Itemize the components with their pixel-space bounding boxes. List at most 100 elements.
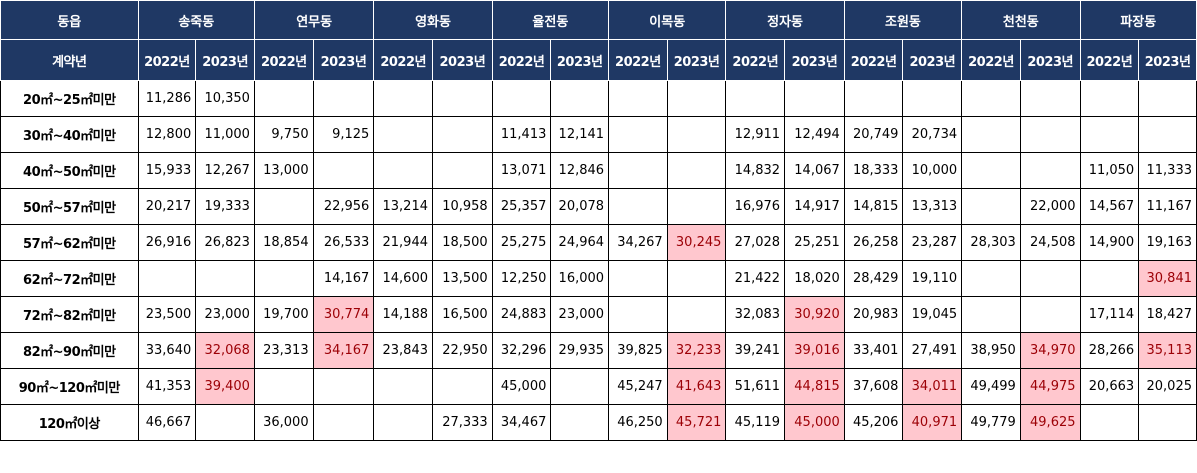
price-cell: 30,774 xyxy=(312,296,375,333)
row-label-cell: 82㎡~90㎡미만 xyxy=(0,332,139,369)
row-label-cell: 30㎡~40㎡미만 xyxy=(0,116,139,153)
price-cell xyxy=(137,260,197,297)
price-cell: 24,508 xyxy=(1019,224,1081,261)
price-cell xyxy=(491,80,552,117)
price-cell: 20,983 xyxy=(843,296,904,333)
price-cell: 29,935 xyxy=(550,332,610,369)
price-cell: 32,083 xyxy=(725,296,786,333)
price-cell: 24,964 xyxy=(550,224,610,261)
price-cell: 27,028 xyxy=(725,224,786,261)
price-cell: 18,854 xyxy=(253,224,314,261)
price-cell: 16,500 xyxy=(432,296,493,333)
price-cell xyxy=(666,260,727,297)
price-cell xyxy=(666,80,727,117)
price-cell: 30,920 xyxy=(784,296,845,333)
table-row: 72㎡~82㎡미만 23,500 23,000 19,700 30,774 14,188 1… xyxy=(0,296,1197,333)
price-cell: 28,303 xyxy=(961,224,1021,261)
price-cell: 11,413 xyxy=(491,116,552,153)
price-cell: 26,533 xyxy=(312,224,375,261)
price-cell: 17,114 xyxy=(1079,296,1140,333)
row-label-cell: 40㎡~50㎡미만 xyxy=(0,152,139,189)
price-cell: 25,275 xyxy=(491,224,552,261)
price-table: 동읍 송죽동 연무동 영화동 율전동 이목동 정자동 조원동 천천동 파장동 계약년 2022년… xyxy=(0,0,1197,441)
year-header-cell: 2023년 xyxy=(784,39,845,81)
price-cell xyxy=(195,260,255,297)
price-cell xyxy=(253,260,314,297)
price-cell xyxy=(961,80,1021,117)
price-cell: 49,499 xyxy=(961,368,1021,405)
price-cell: 20,217 xyxy=(137,188,197,225)
price-cell: 16,000 xyxy=(550,260,610,297)
area-header-cell: 동읍 xyxy=(0,0,139,40)
price-cell: 10,958 xyxy=(432,188,493,225)
price-cell: 27,491 xyxy=(902,332,963,369)
price-cell: 45,119 xyxy=(725,404,786,441)
price-cell: 23,287 xyxy=(902,224,963,261)
table-row: 30㎡~40㎡미만 12,800 11,000 9,750 9,125 11,413 12,… xyxy=(0,116,1197,153)
price-cell: 40,971 xyxy=(902,404,963,441)
price-cell: 11,333 xyxy=(1138,152,1197,189)
price-cell: 26,916 xyxy=(137,224,197,261)
price-cell: 12,846 xyxy=(550,152,610,189)
price-cell xyxy=(1138,116,1197,153)
price-cell: 9,125 xyxy=(312,116,375,153)
price-cell: 22,956 xyxy=(312,188,375,225)
price-cell xyxy=(373,80,433,117)
price-cell xyxy=(253,368,314,405)
price-cell xyxy=(608,116,668,153)
year-header-cell: 2022년 xyxy=(253,39,314,81)
price-cell xyxy=(550,80,610,117)
price-cell: 26,823 xyxy=(195,224,255,261)
price-cell: 34,267 xyxy=(608,224,668,261)
price-cell: 30,841 xyxy=(1138,260,1197,297)
district-header-cell: 영화동 xyxy=(373,0,493,40)
row-label-cell: 90㎡~120㎡미만 xyxy=(0,368,139,405)
price-cell: 25,251 xyxy=(784,224,845,261)
price-cell: 26,258 xyxy=(843,224,904,261)
price-cell: 46,667 xyxy=(137,404,197,441)
price-cell xyxy=(195,404,255,441)
price-cell: 14,188 xyxy=(373,296,433,333)
price-cell: 45,206 xyxy=(843,404,904,441)
price-cell xyxy=(1138,80,1197,117)
price-cell: 14,067 xyxy=(784,152,845,189)
price-cell: 18,500 xyxy=(432,224,493,261)
price-cell xyxy=(1079,80,1140,117)
price-cell: 34,467 xyxy=(491,404,552,441)
price-cell xyxy=(608,260,668,297)
price-cell xyxy=(312,404,375,441)
price-cell xyxy=(666,188,727,225)
price-cell: 12,494 xyxy=(784,116,845,153)
price-cell: 49,779 xyxy=(961,404,1021,441)
price-cell xyxy=(550,404,610,441)
district-header-cell: 연무동 xyxy=(253,0,375,40)
price-cell xyxy=(550,368,610,405)
district-header-cell: 송죽동 xyxy=(137,0,255,40)
price-cell: 32,233 xyxy=(666,332,727,369)
price-cell xyxy=(961,296,1021,333)
price-cell: 45,000 xyxy=(784,404,845,441)
price-cell: 19,700 xyxy=(253,296,314,333)
price-cell: 33,401 xyxy=(843,332,904,369)
price-cell xyxy=(608,152,668,189)
district-header-cell: 율전동 xyxy=(491,0,610,40)
price-cell: 10,000 xyxy=(902,152,963,189)
price-cell xyxy=(961,152,1021,189)
price-cell: 46,250 xyxy=(608,404,668,441)
price-cell: 19,045 xyxy=(902,296,963,333)
price-cell: 14,567 xyxy=(1079,188,1140,225)
price-cell: 11,000 xyxy=(195,116,255,153)
table-row: 57㎡~62㎡미만 26,916 26,823 18,854 26,533 21,944 1… xyxy=(0,224,1197,261)
price-cell: 14,917 xyxy=(784,188,845,225)
year-header-row: 계약년 2022년 2023년 2022년 2023년 2022년 2023년 2022년 2… xyxy=(0,39,1197,81)
price-cell xyxy=(608,296,668,333)
price-cell xyxy=(1019,152,1081,189)
price-cell: 30,245 xyxy=(666,224,727,261)
price-cell xyxy=(373,368,433,405)
year-header-cell: 2022년 xyxy=(373,39,433,81)
price-cell: 34,011 xyxy=(902,368,963,405)
row-label-cell: 120㎡이상 xyxy=(0,404,139,441)
table-row: 40㎡~50㎡미만 15,933 12,267 13,000 13,071 12,846 1… xyxy=(0,152,1197,189)
price-cell xyxy=(432,80,493,117)
price-cell: 18,020 xyxy=(784,260,845,297)
